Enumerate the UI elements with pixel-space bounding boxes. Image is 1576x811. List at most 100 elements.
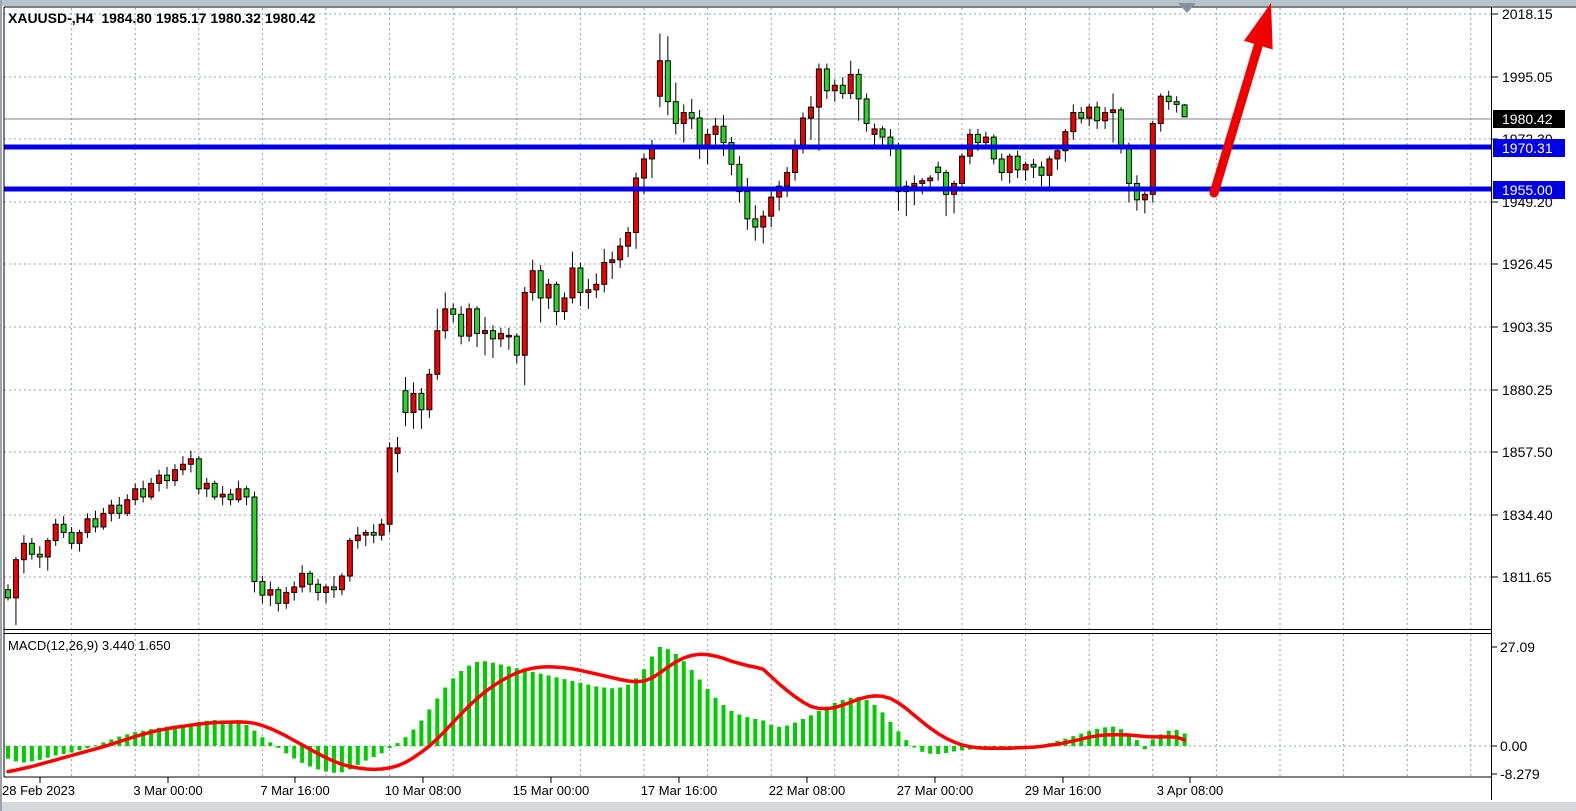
macd-bar	[872, 705, 877, 746]
macd-bar	[729, 710, 734, 746]
macd-bar	[252, 730, 257, 746]
macd-bar	[594, 686, 599, 746]
macd-bar	[514, 668, 519, 746]
macd-bar	[483, 661, 487, 746]
bear-candle-body	[553, 283, 560, 313]
macd-bar	[546, 675, 551, 746]
level-price-tag-text: 1955.00	[1502, 182, 1553, 198]
macd-bar	[610, 688, 615, 746]
bull-candle-body	[927, 177, 934, 182]
macd-bar	[808, 715, 813, 746]
macd-bar	[761, 720, 766, 746]
trend-arrow-head[interactable]	[1244, 3, 1273, 50]
macd-bar	[936, 746, 941, 755]
bull-candle-body	[680, 112, 687, 124]
bear-candle-body	[92, 518, 99, 528]
price-axis-label: 1811.65	[1502, 569, 1552, 585]
bear-candle-body	[227, 493, 234, 501]
level-price-tag[interactable]	[1493, 181, 1565, 199]
bull-candle-body	[712, 125, 719, 135]
bear-candle-body	[1078, 112, 1085, 119]
bull-candle-body	[1141, 193, 1148, 201]
bear-candle-body	[672, 101, 679, 124]
macd-bar	[1126, 734, 1131, 746]
bull-candle-body	[911, 182, 918, 187]
bull-candle-body	[171, 469, 178, 482]
macd-bar	[920, 746, 925, 752]
bull-candle-body	[386, 447, 393, 525]
bull-candle-body	[44, 540, 51, 558]
macd-bar	[300, 746, 305, 763]
bull-candle-body	[815, 68, 822, 108]
macd-bar	[196, 721, 201, 746]
bull-candle-body	[291, 586, 298, 593]
time-axis-label: 10 Mar 08:00	[385, 783, 462, 798]
macd-bar	[331, 746, 336, 773]
macd-bar	[705, 688, 710, 746]
chart-symbol-ohlc-title: XAUUSD-,H4 1984.80 1985.17 1980.32 1980.…	[8, 10, 316, 26]
macd-bar	[490, 662, 495, 746]
macd-bar	[801, 718, 805, 746]
macd-bar	[69, 746, 74, 753]
trend-arrow-shaft[interactable]	[1209, 34, 1265, 198]
macd-bar	[411, 729, 416, 746]
macd-bar	[268, 742, 273, 746]
macd-bar	[522, 669, 527, 746]
bull-candle-body	[545, 283, 552, 299]
macd-bar	[530, 671, 535, 746]
bull-candle-body	[378, 523, 385, 536]
macd-bar	[475, 661, 480, 746]
level-price-tag[interactable]	[1493, 139, 1565, 157]
macd-bar	[371, 746, 376, 757]
macd-bar	[316, 746, 321, 770]
macd-bar	[172, 725, 177, 746]
price-axis[interactable]: 2018.151995.051972.301949.201926.451903.…	[1491, 6, 1565, 782]
bear-candle-body	[688, 112, 695, 119]
bear-candle-body	[315, 583, 322, 593]
bear-candle-body	[895, 147, 902, 193]
macd-bar	[888, 721, 893, 746]
macd-bar	[586, 684, 591, 746]
macd-bar	[93, 745, 98, 747]
bear-candle-body	[696, 117, 703, 146]
bear-candle-body	[275, 589, 282, 604]
macd-bar	[276, 746, 281, 748]
macd-bar	[347, 746, 352, 770]
bull-candle-body	[52, 523, 59, 542]
time-axis-label: 15 Mar 00:00	[513, 783, 590, 798]
macd-bar	[244, 724, 249, 746]
bear-candle-body	[1133, 182, 1140, 201]
scroll-shift-marker-icon[interactable]	[1178, 3, 1196, 13]
time-axis[interactable]: 28 Feb 2023 3 Mar 00:00 7 Mar 16:00 10 Mar …	[2, 777, 1223, 798]
macd-bar	[1119, 729, 1123, 746]
macd-bar	[419, 720, 424, 746]
bear-candle-body	[998, 158, 1005, 174]
macd-bar	[165, 726, 169, 746]
macd-bar	[141, 730, 146, 746]
bull-candle-body	[847, 73, 854, 94]
macd-bar	[459, 671, 464, 746]
bear-candle-body	[879, 128, 886, 138]
macd-bar	[37, 746, 42, 760]
time-axis-label: 3 Apr 08:00	[1157, 783, 1224, 798]
macd-bar	[713, 697, 718, 746]
macd-bar	[777, 726, 782, 746]
price-axis-label: 1926.45	[1502, 256, 1553, 272]
macd-bar	[292, 746, 297, 759]
macd-bar	[673, 653, 678, 746]
macd-bar	[157, 727, 162, 746]
time-axis-label: 27 Mar 00:00	[897, 783, 974, 798]
macd-bar	[180, 724, 185, 746]
bull-candle-body	[410, 392, 417, 413]
bull-candle-body	[641, 158, 647, 179]
bull-candle-body	[346, 540, 353, 577]
current-price-tag-text: 1980.42	[1502, 111, 1553, 127]
bear-candle-body	[116, 504, 123, 514]
bull-candle-body	[1062, 131, 1069, 152]
bear-candle-body	[330, 586, 337, 591]
bull-candle-body	[585, 289, 592, 294]
macd-bar	[395, 743, 400, 746]
bull-candle-body	[84, 518, 91, 533]
bull-candle-body	[267, 589, 274, 596]
